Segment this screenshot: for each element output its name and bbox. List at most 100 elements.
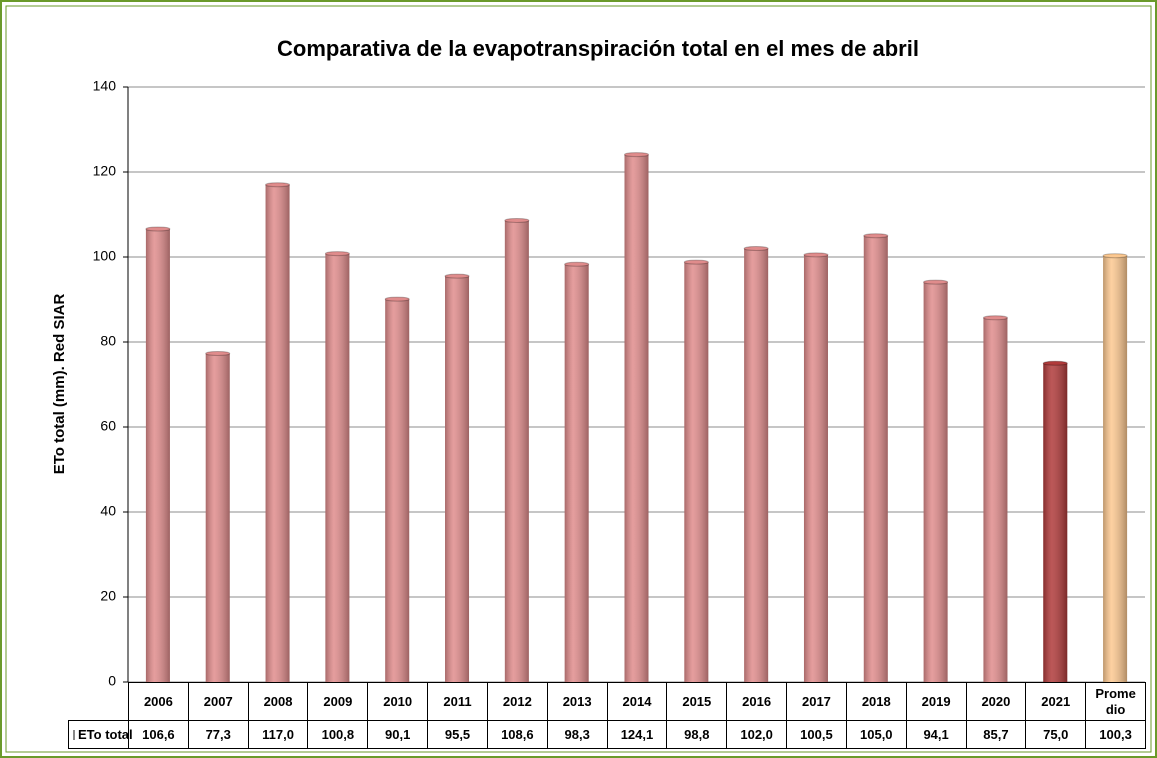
bar-cap	[923, 279, 949, 285]
value-label-text: 117,0	[262, 726, 294, 742]
value-label-text: 124,1	[620, 726, 654, 742]
y-tick-label: 120	[93, 163, 117, 179]
legend-entry: ETo total	[68, 720, 133, 749]
bar-shade	[325, 253, 350, 682]
bar-shade	[983, 317, 1008, 682]
y-tick-label: 140	[93, 78, 117, 94]
x-tick-label: 2017	[786, 682, 847, 721]
bar-cap	[504, 217, 530, 223]
bar-cap	[384, 296, 410, 302]
x-tick-label-text: 2010	[383, 693, 413, 709]
value-label-text: 75,0	[1043, 726, 1069, 742]
value-label: 98,3	[546, 720, 608, 749]
bar-shade	[803, 254, 828, 682]
x-tick-label: 2020	[965, 682, 1027, 721]
x-tick-label: 2008	[247, 682, 309, 721]
value-label: 77,3	[187, 720, 249, 749]
value-label: 75,0	[1025, 720, 1087, 749]
value-label: 124,1	[606, 720, 668, 749]
value-label-text: 77,3	[205, 726, 231, 742]
value-label: 102,0	[726, 720, 788, 749]
x-tick-label-text: 2020	[981, 693, 1011, 709]
value-label-text: 94,1	[923, 726, 949, 742]
bar-shade	[205, 353, 230, 682]
x-tick-label-text: 2014	[622, 693, 652, 709]
y-tick-label: 80	[100, 333, 116, 349]
x-tick-label: 2009	[307, 682, 369, 721]
value-label: 94,1	[905, 720, 967, 749]
bar-cap	[683, 259, 709, 265]
bar-cap	[863, 233, 889, 239]
x-tick-label: 2010	[367, 682, 429, 721]
x-tick-label: Promedio	[1085, 682, 1146, 721]
x-tick-label: 2011	[427, 682, 488, 721]
x-tick-label-text: 2015	[682, 693, 712, 709]
bar-cap	[205, 350, 231, 356]
x-tick-label: 2014	[606, 682, 668, 721]
x-tick-label: 2016	[726, 682, 788, 721]
x-tick-label: 2006	[128, 682, 189, 721]
y-tick-label: 0	[108, 673, 116, 689]
value-label-text: 108,6	[501, 726, 534, 742]
value-label: 85,7	[965, 720, 1027, 749]
value-label-text: 102,0	[740, 726, 773, 742]
value-label-text: 98,8	[684, 726, 710, 742]
bar-cap	[564, 261, 590, 267]
x-tick-label-text: 2013	[562, 693, 592, 709]
value-label: 90,1	[367, 720, 429, 749]
y-tick-label: 40	[100, 503, 116, 519]
bar-shade	[624, 154, 649, 682]
bar-shade	[504, 220, 529, 682]
x-tick-label-text: 2016	[742, 693, 772, 709]
value-label-text: 95,5	[444, 726, 471, 742]
value-label-text: 100,5	[800, 726, 833, 742]
x-tick-label: 2021	[1025, 682, 1087, 721]
value-label: 105,0	[845, 720, 907, 749]
y-tick-label: 60	[100, 418, 116, 434]
bar-shade	[744, 248, 769, 682]
value-label: 98,8	[666, 720, 728, 749]
legend-swatch	[73, 729, 75, 740]
bar-cap	[624, 152, 649, 158]
x-tick-label-text: 2011	[443, 693, 472, 709]
x-tick-label-text: 2008	[263, 693, 293, 709]
x-tick-label: 2013	[546, 682, 608, 721]
x-tick-label-text: Promedio	[1095, 685, 1136, 717]
value-label-text: 90,1	[385, 726, 411, 742]
x-tick-label: 2015	[666, 682, 728, 721]
bar-cap	[265, 182, 291, 188]
x-tick-label-text: 2021	[1041, 693, 1071, 709]
value-label-text: 98,3	[564, 726, 590, 742]
x-tick-label: 2007	[187, 682, 249, 721]
value-label: 106,6	[128, 720, 189, 749]
x-tick-label-text: 2017	[801, 693, 831, 709]
y-tick-label: 20	[100, 588, 116, 604]
value-label: 100,8	[307, 720, 369, 749]
x-tick-label-text: 2006	[143, 693, 173, 709]
x-tick-label: 2018	[845, 682, 907, 721]
bar-shade	[684, 262, 709, 682]
bar-shade	[923, 282, 948, 682]
bar-shade	[1043, 363, 1068, 682]
x-tick-label: 2012	[486, 682, 548, 721]
value-label-text: 105,0	[860, 726, 893, 742]
legend-entry-text: ETo total	[78, 726, 133, 742]
bar-cap	[1102, 253, 1128, 259]
bar-cap	[324, 251, 350, 257]
bar-shade	[385, 299, 410, 682]
bar-shade	[145, 228, 170, 682]
value-label-text: 85,7	[983, 726, 1009, 742]
bar-shade	[863, 235, 888, 682]
bar-cap	[444, 273, 470, 279]
bar-cap	[982, 315, 1008, 321]
x-tick-label-text: 2018	[861, 693, 891, 709]
bar-cap	[145, 226, 171, 232]
value-label: 117,0	[247, 720, 309, 749]
y-tick-label: 100	[93, 248, 117, 264]
x-tick-label-text: 2012	[502, 693, 532, 709]
inner-frame	[5, 5, 1152, 753]
bar-cap	[1042, 360, 1068, 366]
